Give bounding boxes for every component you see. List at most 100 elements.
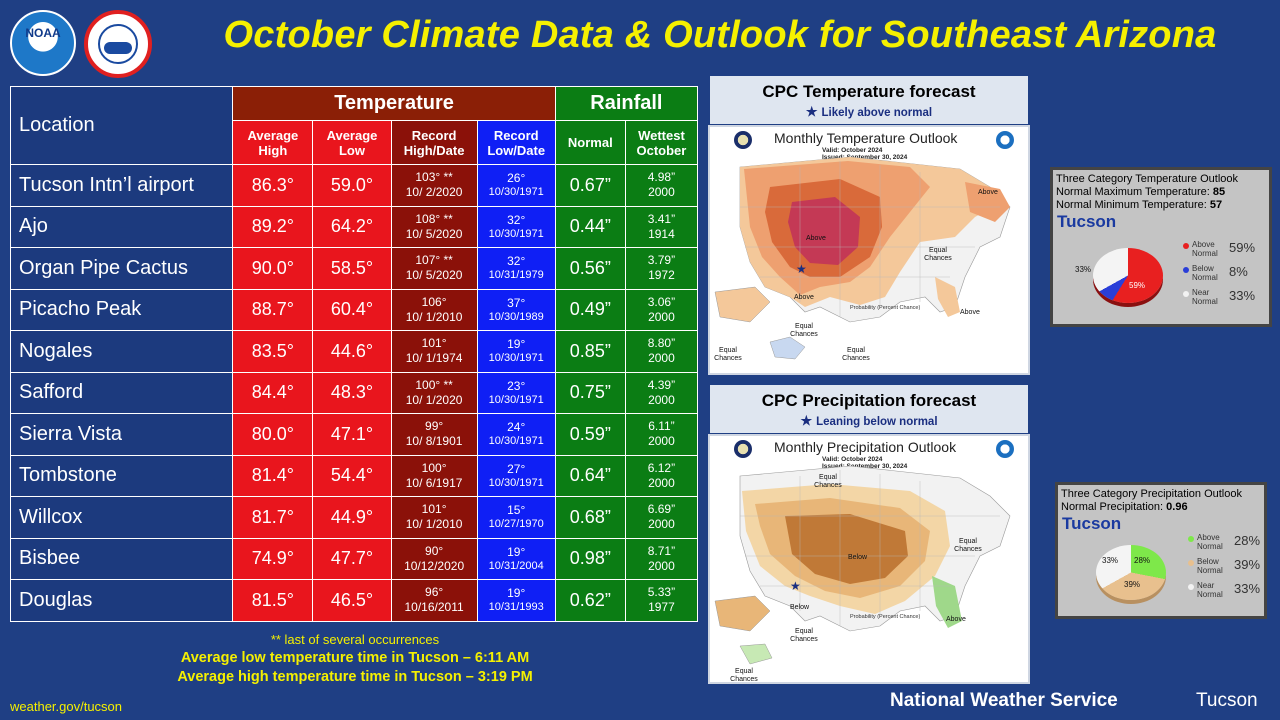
cpc-temp-subtitle: Likely above normal bbox=[821, 107, 933, 119]
record-high: 90° 10/12/2020 bbox=[390, 537, 478, 580]
temp-map-legend: Probability (Percent Chance) bbox=[850, 305, 921, 311]
location-name: Douglas bbox=[9, 579, 234, 622]
record-low: 23° 10/30/1971 bbox=[476, 371, 556, 414]
cpc-precip-subtitle: Leaning below normal bbox=[816, 416, 938, 428]
legend-label: Above Normal bbox=[1192, 240, 1218, 258]
temp-pie-near-label: 33% bbox=[1075, 265, 1092, 274]
table-row: Tucson Intn’l airport 86.3° 59.0° 103° ** 10… bbox=[9, 164, 699, 207]
avg-low: 59.0° bbox=[312, 164, 392, 207]
avg-low: 58.5° bbox=[312, 247, 392, 290]
avg-low: 44.9° bbox=[312, 496, 392, 539]
legend-percent: 39% bbox=[1234, 557, 1261, 572]
temp-panel-city: Tucson bbox=[1057, 212, 1117, 231]
record-low: 32° 10/30/1971 bbox=[476, 205, 556, 248]
precip-pie-above-label: 28% bbox=[1134, 556, 1151, 565]
record-low: 19° 10/30/1971 bbox=[476, 330, 556, 373]
precip-panel-heading: Three Category Precipitation Outlook bbox=[1061, 488, 1242, 500]
svg-text:★: ★ bbox=[796, 262, 807, 276]
footnote: ** last of several occurrences bbox=[270, 632, 440, 647]
normal-rain: 0.68” bbox=[554, 496, 626, 539]
col-avg-low: Average Low bbox=[312, 120, 392, 165]
nws-logo bbox=[84, 10, 152, 78]
record-low: 15° 10/27/1970 bbox=[476, 496, 556, 539]
avg-low: 54.4° bbox=[312, 454, 392, 497]
avg-low: 44.6° bbox=[312, 330, 392, 373]
location-name: Willcox bbox=[9, 496, 234, 539]
avg-high: 88.7° bbox=[232, 288, 314, 331]
normal-rain: 0.62” bbox=[554, 579, 626, 622]
wettest-october: 6.11” 2000 bbox=[624, 413, 699, 456]
location-name: Organ Pipe Cactus bbox=[9, 247, 234, 290]
noaa-logo-icon bbox=[996, 440, 1014, 458]
label-equal-chances: Equal Chances bbox=[924, 247, 952, 262]
label-equal-w: Equal Chances bbox=[790, 628, 818, 643]
label-above-fl: Above bbox=[960, 309, 980, 316]
noaa-logo-icon bbox=[996, 131, 1014, 149]
legend-dot-icon bbox=[1188, 560, 1194, 566]
temp-outlook-map: Monthly Temperature Outlook Valid: Octob… bbox=[708, 125, 1030, 375]
location-name: Sierra Vista bbox=[9, 413, 234, 456]
wettest-october: 3.79” 1972 bbox=[624, 247, 699, 290]
table-row: Douglas 81.5° 46.5° 96° 10/16/2011 19° 10/31/1… bbox=[9, 579, 699, 622]
wettest-october: 3.06” 2000 bbox=[624, 288, 699, 331]
normal-precip-value: 0.96 bbox=[1166, 501, 1188, 513]
location-name: Tombstone bbox=[9, 454, 234, 497]
precip-map-graphic: ★ bbox=[714, 465, 1011, 665]
normal-rain: 0.75” bbox=[554, 371, 626, 414]
low-time-text: Average low temperature time in Tucson –… bbox=[180, 650, 530, 666]
climate-table: Location Temperature Rainfall Average Hi… bbox=[9, 86, 699, 622]
record-low: 19° 10/31/1993 bbox=[476, 579, 556, 622]
label-equal-n: Equal Chances bbox=[814, 474, 842, 489]
table-row: Organ Pipe Cactus 90.0° 58.5° 107° ** 10/ 5/… bbox=[9, 247, 699, 290]
avg-high: 90.0° bbox=[232, 247, 314, 290]
table-row: Nogales 83.5° 44.6° 101° 10/ 1/1974 19° 10/30/… bbox=[9, 330, 699, 373]
wettest-october: 8.80” 2000 bbox=[624, 330, 699, 373]
col-avg-high: Average High bbox=[232, 120, 314, 165]
temp-map-graphic: ★ bbox=[714, 156, 1011, 360]
legend-dot-icon bbox=[1188, 584, 1194, 590]
legend-dot-icon bbox=[1183, 267, 1189, 273]
noaa-logo: NOAA bbox=[10, 10, 76, 76]
table-row: Tombstone 81.4° 54.4° 100° 10/ 6/1917 27° 10/3… bbox=[9, 454, 699, 497]
table-row: Willcox 81.7° 44.9° 101° 10/ 1/2010 15° 10/27/… bbox=[9, 496, 699, 539]
label-above-ak: Above bbox=[794, 294, 814, 301]
legend-label: Above Normal bbox=[1197, 533, 1223, 551]
wettest-october: 5.33” 1977 bbox=[624, 579, 699, 622]
record-high: 96° 10/16/2011 bbox=[390, 579, 478, 622]
legend-percent: 33% bbox=[1229, 288, 1256, 303]
precip-pie-below-label: 39% bbox=[1124, 580, 1141, 589]
temp-pie-chart bbox=[1093, 248, 1163, 303]
precip-map-dates: Valid: October 2024 Issued: September 30,… bbox=[822, 456, 908, 470]
table-row: Safford 84.4° 48.3° 100° ** 10/ 1/2020 23° 10/… bbox=[9, 371, 699, 414]
table-row: Ajo 89.2° 64.2° 108° ** 10/ 5/2020 32° 10/30/1… bbox=[9, 205, 699, 248]
record-low: 19° 10/31/2004 bbox=[476, 537, 556, 580]
avg-high: 89.2° bbox=[232, 205, 314, 248]
precip-probability-panel: Three Category Precipitation Outlook Nor… bbox=[1055, 482, 1267, 619]
avg-high: 84.4° bbox=[232, 371, 314, 414]
location-name: Safford bbox=[9, 371, 234, 414]
office-name: Tucson bbox=[1196, 690, 1258, 711]
cpc-precip-title: CPC Precipitation forecast bbox=[761, 391, 977, 410]
normal-max-value: 85 bbox=[1212, 186, 1226, 198]
record-high: 106° 10/ 1/2010 bbox=[390, 288, 478, 331]
avg-low: 47.7° bbox=[312, 537, 392, 580]
label-equal-ak: Equal Chances bbox=[730, 668, 758, 683]
noaa-seal-icon bbox=[734, 440, 752, 458]
legend-label: Below Normal bbox=[1192, 264, 1218, 282]
normal-min-value: 57 bbox=[1209, 199, 1223, 211]
normal-rain: 0.59” bbox=[554, 413, 626, 456]
normal-rain: 0.98” bbox=[554, 537, 626, 580]
precip-pie-chart bbox=[1096, 545, 1166, 600]
avg-high: 83.5° bbox=[232, 330, 314, 373]
label-above-ne: Above bbox=[978, 189, 998, 196]
wettest-october: 8.71” 2000 bbox=[624, 537, 699, 580]
website-url[interactable]: weather.gov/tucson bbox=[10, 699, 123, 714]
legend-percent: 59% bbox=[1229, 240, 1256, 255]
legend-dot-icon bbox=[1183, 243, 1189, 249]
label-below: Below bbox=[848, 554, 868, 561]
rainfall-header: Rainfall bbox=[554, 86, 699, 121]
nws-name: National Weather Service bbox=[890, 690, 1118, 711]
legend-percent: 8% bbox=[1229, 264, 1248, 279]
label-equal-w: Equal Chances bbox=[842, 347, 870, 362]
col-record-low: Record Low/Date bbox=[476, 120, 556, 165]
